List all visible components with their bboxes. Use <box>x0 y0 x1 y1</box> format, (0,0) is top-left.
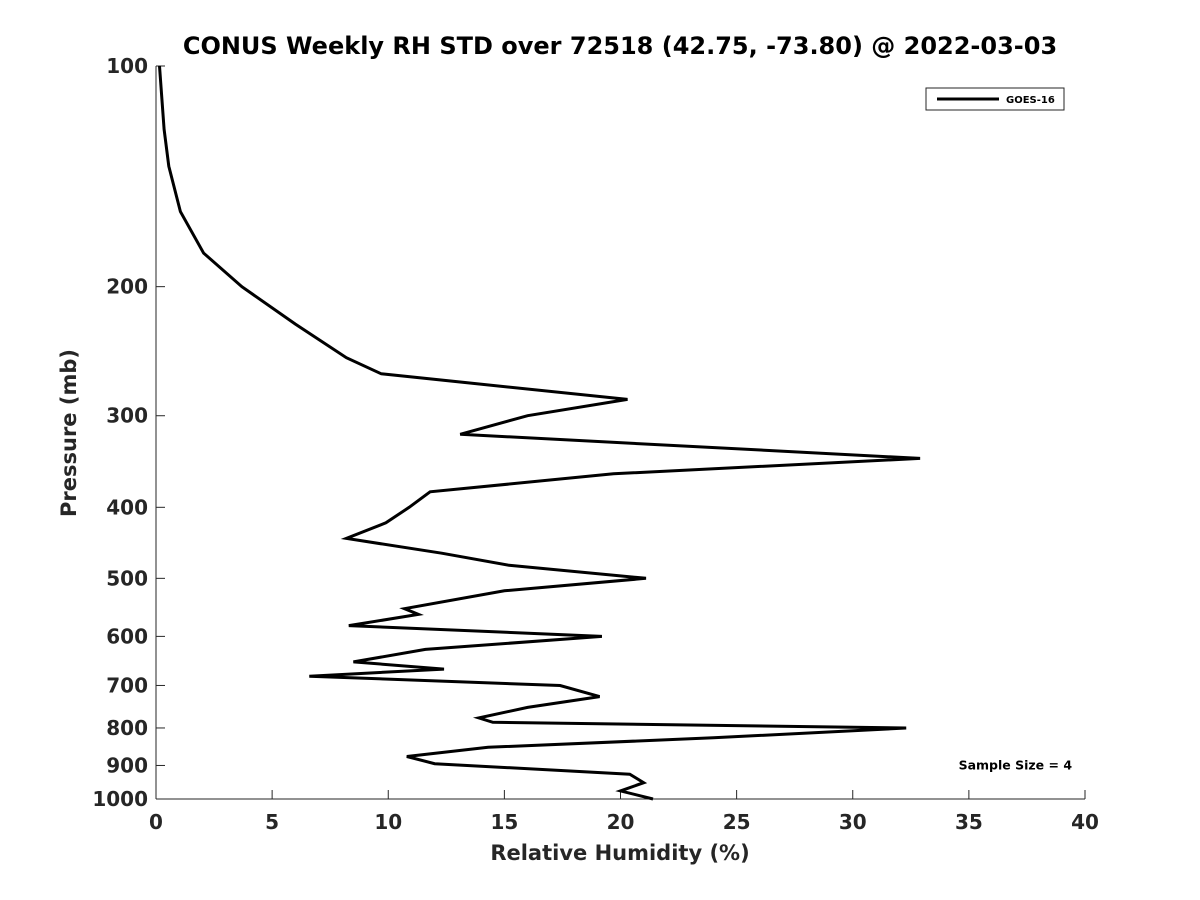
chart-title: CONUS Weekly RH STD over 72518 (42.75, -… <box>183 32 1057 60</box>
y-tick-label: 400 <box>106 495 148 519</box>
plot-area: 0 5 10 15 20 25 30 35 40 100 200 300 400 500 600 700 800… <box>92 54 1099 834</box>
y-tick-label: 500 <box>106 566 148 590</box>
x-tick-label: 35 <box>955 810 983 834</box>
y-tick-label: 200 <box>106 275 148 299</box>
x-tick-label: 10 <box>374 810 402 834</box>
legend: GOES-16 <box>925 87 1065 111</box>
y-tick-label: 600 <box>106 624 148 648</box>
y-tick-label: 700 <box>106 673 148 697</box>
series-line-goes-16 <box>158 65 921 801</box>
y-axis-label: Pressure (mb) <box>57 349 81 517</box>
x-axis-label: Relative Humidity (%) <box>490 841 749 865</box>
x-tick-label: 0 <box>149 810 163 834</box>
y-tick-label: 1000 <box>92 787 148 811</box>
x-tick-label: 15 <box>490 810 518 834</box>
x-tick-label: 25 <box>723 810 751 834</box>
sample-size-annotation: Sample Size = 4 <box>959 757 1073 772</box>
y-tick-label: 300 <box>106 404 148 428</box>
legend-label-goes-16: GOES-16 <box>1006 95 1055 106</box>
x-tick-label: 40 <box>1071 810 1099 834</box>
x-tick-label: 5 <box>265 810 279 834</box>
x-tick-label: 20 <box>607 810 635 834</box>
y-tick-label: 800 <box>106 716 148 740</box>
y-tick-label: 100 <box>106 54 148 78</box>
x-tick-label: 30 <box>839 810 867 834</box>
y-tick-label: 900 <box>106 753 148 777</box>
